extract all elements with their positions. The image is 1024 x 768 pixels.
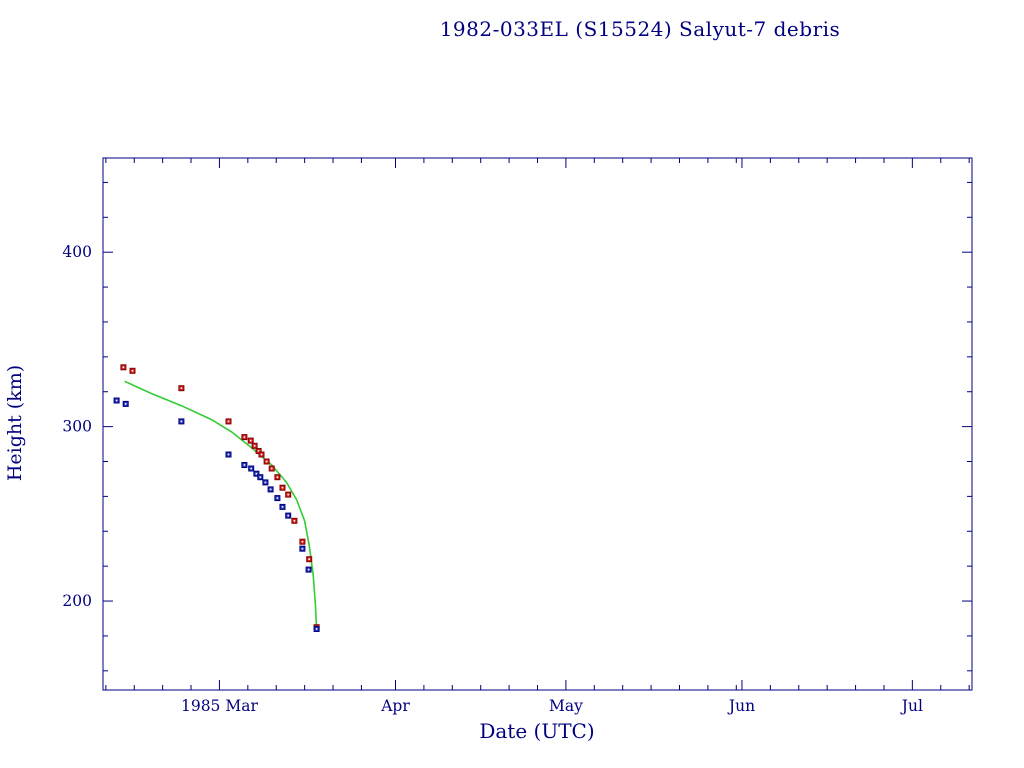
data-point-center-perigee xyxy=(124,403,127,405)
data-point-center-apogee xyxy=(287,493,289,496)
decay-curve xyxy=(124,380,318,630)
data-point-center-perigee xyxy=(281,506,284,508)
data-point-center-perigee xyxy=(315,628,318,630)
data-point-center-perigee xyxy=(287,514,289,517)
data-point-center-perigee xyxy=(259,476,262,478)
data-point-center-perigee xyxy=(180,420,183,423)
data-point-center-apogee xyxy=(180,387,183,389)
x-tick-label: Jun xyxy=(727,697,755,715)
data-point-center-apogee xyxy=(227,420,230,423)
data-point-center-perigee xyxy=(255,472,258,475)
data-point-center-apogee xyxy=(131,370,134,372)
y-tick-label: 400 xyxy=(62,243,92,261)
data-point-center-apogee xyxy=(260,453,263,456)
data-point-center-apogee xyxy=(265,460,268,463)
chart-title: 1982-033EL (S15524) Salyut-7 debris xyxy=(439,17,841,41)
x-tick-label: Apr xyxy=(380,697,410,715)
data-point-center-perigee xyxy=(307,568,310,571)
data-point-center-apogee xyxy=(270,467,273,470)
data-point-center-perigee xyxy=(264,481,267,484)
x-axis-label: Date (UTC) xyxy=(479,719,595,743)
data-point-center-perigee xyxy=(269,488,272,491)
data-point-center-perigee xyxy=(301,547,304,550)
data-point-center-apogee xyxy=(308,558,310,560)
data-point-center-perigee xyxy=(250,467,252,470)
y-axis-label: Height (km) xyxy=(4,364,26,482)
data-point-center-apogee xyxy=(243,436,246,438)
data-point-center-apogee xyxy=(253,445,256,447)
data-point-center-apogee xyxy=(257,450,260,452)
x-tick-label: May xyxy=(549,697,583,715)
y-tick-label: 200 xyxy=(62,592,92,610)
data-point-center-perigee xyxy=(243,464,246,466)
data-point-center-apogee xyxy=(301,540,304,543)
data-point-center-apogee xyxy=(249,439,252,442)
data-point-center-perigee xyxy=(115,399,118,402)
data-point-center-apogee xyxy=(293,520,296,522)
data-point-center-perigee xyxy=(276,497,279,499)
plot-frame xyxy=(102,157,973,691)
data-point-center-apogee xyxy=(122,366,125,369)
data-point-center-perigee xyxy=(227,453,230,456)
y-tick-label: 300 xyxy=(62,418,92,436)
x-tick-label: Jul xyxy=(900,697,923,715)
data-point-center-apogee xyxy=(276,476,279,478)
x-tick-label: 1985 Mar xyxy=(181,697,258,715)
data-point-center-apogee xyxy=(281,486,284,489)
